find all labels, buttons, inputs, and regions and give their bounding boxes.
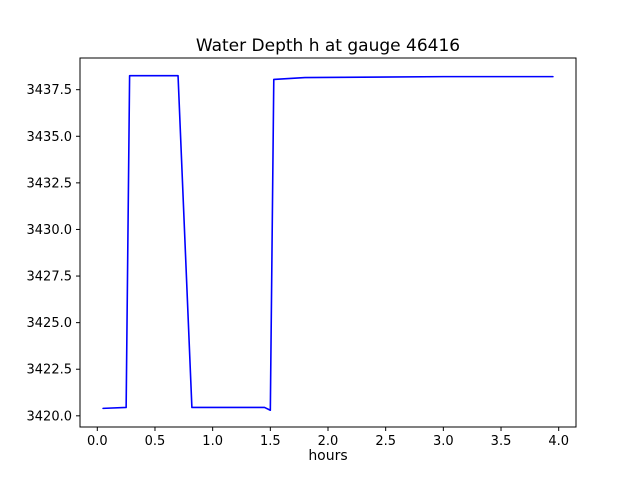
axes-frame (79, 57, 577, 428)
x-axis-label: hours (308, 448, 348, 464)
x-tick-label: 0.5 (145, 434, 166, 449)
x-tick-label: 0.0 (87, 434, 108, 449)
x-tick-label: 1.0 (202, 434, 223, 449)
y-tick-label: 3430.0 (27, 223, 73, 238)
y-tick-label: 3435.0 (27, 130, 73, 145)
x-tick-label: 4.0 (548, 434, 569, 449)
y-tick-label: 3425.0 (27, 316, 73, 331)
x-tick-label: 2.0 (318, 434, 339, 449)
x-tick-label: 1.5 (260, 434, 281, 449)
y-tick-label: 3432.5 (27, 176, 73, 191)
y-tick-label: 3420.0 (27, 409, 73, 424)
x-tick-label: 3.5 (491, 434, 512, 449)
x-tick-label: 3.0 (433, 434, 454, 449)
water-depth-line (102, 74, 554, 412)
y-tick-label: 3422.5 (27, 363, 73, 378)
y-tick-label: 3427.5 (27, 270, 73, 285)
y-tick-label: 3437.5 (27, 83, 73, 98)
x-tick-label: 2.5 (375, 434, 396, 449)
chart-title: Water Depth h at gauge 46416 (195, 36, 461, 56)
